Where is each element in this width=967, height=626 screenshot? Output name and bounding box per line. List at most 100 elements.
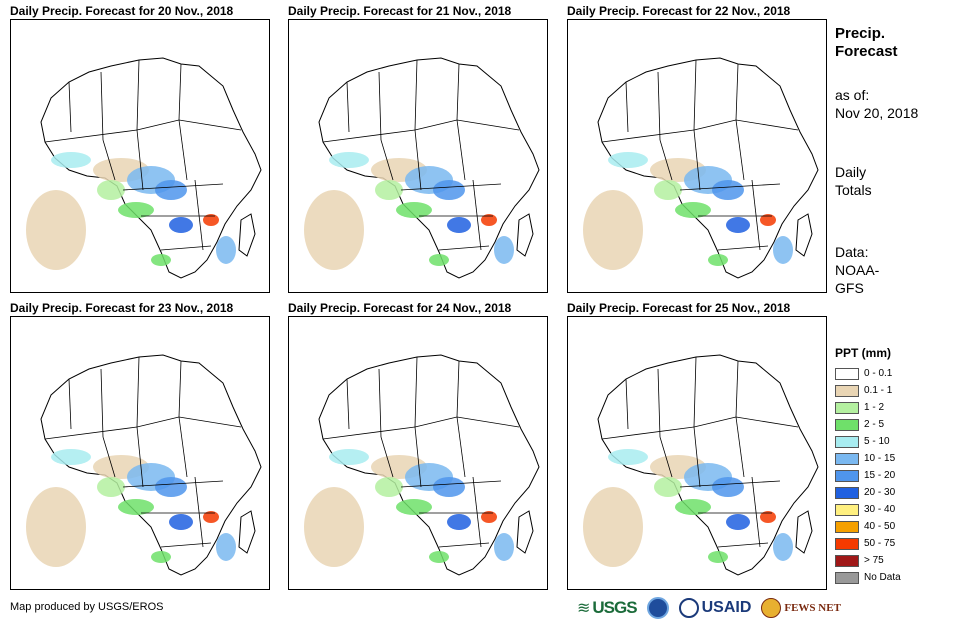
precip-area bbox=[304, 487, 364, 567]
partner-logos: ≋ USGS USAID FEWS NET bbox=[577, 595, 851, 621]
precip-area bbox=[708, 254, 728, 266]
country-border bbox=[751, 476, 761, 548]
precip-area bbox=[169, 514, 193, 530]
country-border bbox=[693, 426, 701, 488]
legend-item: 1 - 2 bbox=[835, 399, 901, 416]
country-border bbox=[659, 139, 673, 181]
precip-area bbox=[726, 514, 750, 530]
legend-label: 2 - 5 bbox=[864, 419, 885, 430]
precip-area bbox=[396, 202, 432, 218]
legend-item: 2 - 5 bbox=[835, 416, 901, 433]
madagascar-outline bbox=[795, 510, 813, 554]
country-border bbox=[414, 59, 418, 131]
precip-area bbox=[97, 180, 125, 200]
country-border bbox=[194, 179, 204, 251]
precip-area bbox=[155, 180, 187, 200]
country-border bbox=[735, 119, 799, 131]
country-border bbox=[378, 368, 382, 438]
country-border bbox=[136, 129, 144, 191]
precip-area bbox=[375, 477, 403, 497]
country-border bbox=[456, 119, 520, 131]
legend-item: No Data bbox=[835, 569, 901, 586]
noaa-seal-icon bbox=[646, 597, 669, 619]
country-border bbox=[68, 81, 72, 133]
country-border bbox=[751, 179, 761, 251]
title-line: Precip. bbox=[835, 25, 886, 42]
legend-item: 40 - 50 bbox=[835, 518, 901, 535]
precip-area bbox=[481, 511, 497, 523]
legend-label: 30 - 40 bbox=[864, 504, 896, 515]
precip-area bbox=[203, 511, 219, 523]
madagascar-outline bbox=[516, 213, 534, 257]
precip-area bbox=[708, 551, 728, 563]
country-border bbox=[380, 139, 394, 181]
africa-map bbox=[583, 57, 819, 279]
fews-seal-icon bbox=[761, 598, 782, 618]
legend-label: 0 - 0.1 bbox=[864, 368, 893, 379]
country-border bbox=[136, 59, 140, 131]
usgs-text: USGS bbox=[592, 598, 637, 617]
country-border bbox=[735, 416, 745, 478]
africa-map bbox=[26, 354, 262, 576]
totals-block: Daily Totals bbox=[835, 163, 872, 199]
legend-label: 40 - 50 bbox=[864, 521, 896, 532]
country-border bbox=[679, 480, 781, 488]
madagascar-outline bbox=[238, 213, 256, 257]
panel-title: Daily Precip. Forecast for 21 Nov., 2018 bbox=[288, 4, 512, 18]
country-border bbox=[735, 119, 745, 181]
country-border bbox=[693, 356, 697, 428]
panel-title: Daily Precip. Forecast for 20 Nov., 2018 bbox=[10, 4, 234, 18]
precip-area bbox=[433, 180, 465, 200]
precip-area bbox=[429, 551, 449, 563]
panel-title: Daily Precip. Forecast for 25 Nov., 2018 bbox=[567, 301, 791, 315]
legend-item: 50 - 75 bbox=[835, 535, 901, 552]
legend-label: > 75 bbox=[864, 555, 884, 566]
country-border bbox=[178, 416, 188, 478]
precip-area bbox=[583, 487, 643, 567]
country-border bbox=[693, 119, 737, 131]
precip-area bbox=[396, 499, 432, 515]
legend-item: > 75 bbox=[835, 552, 901, 569]
precip-area bbox=[675, 499, 711, 515]
country-border bbox=[100, 71, 104, 141]
country-border bbox=[414, 119, 458, 131]
country-border bbox=[122, 480, 224, 488]
precip-area bbox=[760, 511, 776, 523]
precip-area bbox=[118, 202, 154, 218]
forecast-map bbox=[10, 316, 270, 590]
panel-title: Daily Precip. Forecast for 23 Nov., 2018 bbox=[10, 301, 234, 315]
legend-swatch bbox=[835, 469, 859, 482]
legend-swatch bbox=[835, 554, 859, 567]
precip-area bbox=[304, 190, 364, 270]
legend-rows: 0 - 0.1 0.1 - 1 1 - 2 2 - 5 5 - 10 10 - 15 15 … bbox=[835, 365, 901, 586]
precip-area bbox=[675, 202, 711, 218]
precip-area bbox=[429, 254, 449, 266]
country-border bbox=[456, 416, 466, 478]
legend-label: 20 - 30 bbox=[864, 487, 896, 498]
legend-item: 30 - 40 bbox=[835, 501, 901, 518]
country-border bbox=[625, 81, 629, 133]
country-border bbox=[100, 368, 104, 438]
legend-swatch bbox=[835, 503, 859, 516]
usgs-wave-icon: ≋ bbox=[577, 600, 591, 617]
precip-area bbox=[329, 152, 369, 168]
legend-swatch bbox=[835, 452, 859, 465]
country-border bbox=[68, 378, 72, 430]
usaid-seal-icon bbox=[678, 598, 699, 618]
precip-area bbox=[433, 477, 465, 497]
usaid-logo: USAID bbox=[678, 598, 751, 618]
legend-label: 15 - 20 bbox=[864, 470, 896, 481]
precip-area bbox=[494, 533, 514, 561]
country-border bbox=[414, 416, 458, 428]
precip-area bbox=[447, 514, 471, 530]
data-line: Data: bbox=[835, 244, 869, 260]
data-source-block: Data: NOAA- GFS bbox=[835, 243, 879, 297]
precip-area bbox=[26, 190, 86, 270]
country-border bbox=[122, 183, 224, 191]
totals-line: Totals bbox=[835, 182, 872, 198]
data-line: GFS bbox=[835, 280, 864, 296]
fews-text: FEWS NET bbox=[784, 602, 841, 614]
country-border bbox=[136, 416, 180, 428]
legend-item: 20 - 30 bbox=[835, 484, 901, 501]
africa-map bbox=[583, 354, 819, 576]
